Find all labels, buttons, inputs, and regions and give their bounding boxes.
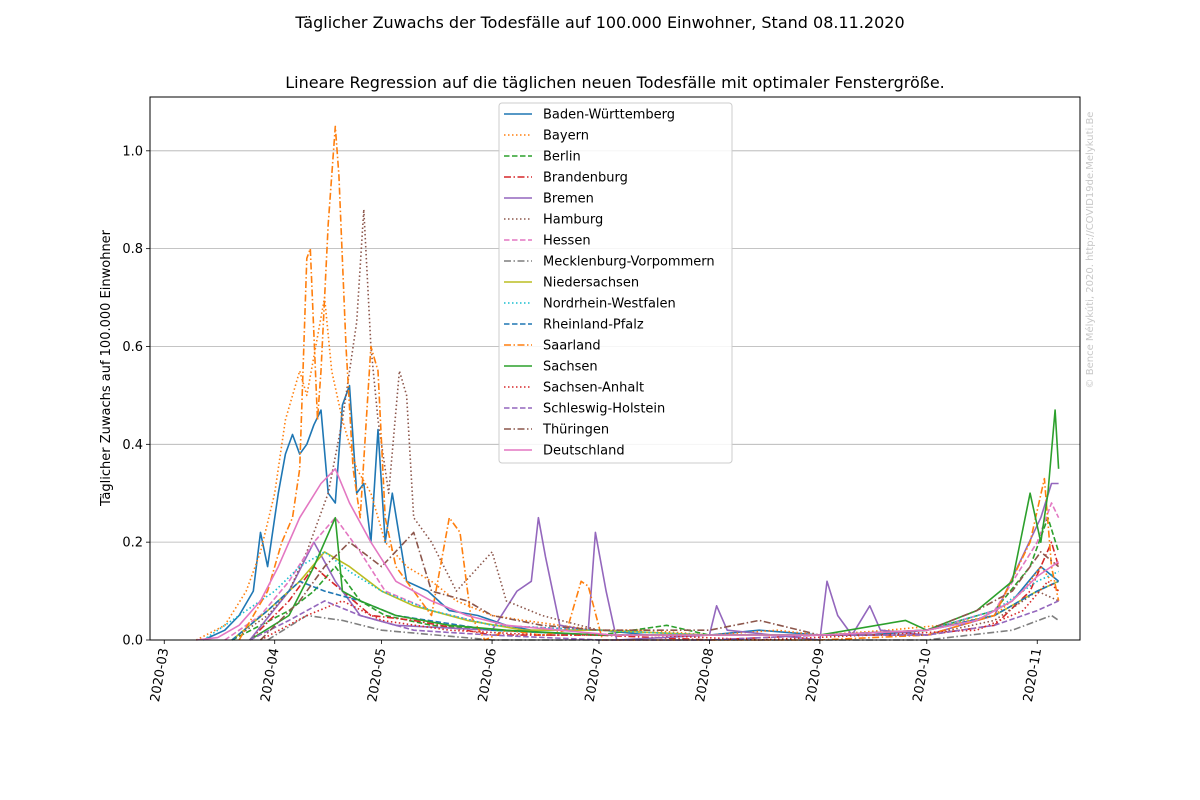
x-tick-label: 2020-09 <box>804 647 828 703</box>
x-tick-label: 2020-06 <box>476 647 500 703</box>
legend: Baden-Württemberg Bayern Berlin Brandenburg… <box>498 102 733 464</box>
x-axis: 2020-03 2020-04 2020-05 2020-06 2020-07 2020-… <box>148 640 1045 703</box>
series-line-13 <box>260 580 1060 641</box>
series-line-16 <box>196 467 1060 641</box>
y-axis: 0.0 0.2 0.4 0.6 0.8 1.0 <box>122 144 150 649</box>
watermark: © Bence Mélykúti, 2020. http://COVID19de… <box>1084 112 1096 389</box>
series-line-6 <box>224 502 1060 641</box>
legend-label-1: Bayern <box>543 129 589 144</box>
legend-label-8: Niedersachsen <box>543 276 639 291</box>
legend-label-3: Brandenburg <box>543 171 628 186</box>
legend-label-2: Berlin <box>543 150 581 165</box>
series-line-9 <box>202 551 1059 641</box>
y-tick-label: 0.6 <box>122 340 143 355</box>
y-tick-label: 0.4 <box>122 438 143 453</box>
series-line-0 <box>203 384 1060 641</box>
legend-label-0: Baden-Württemberg <box>543 108 675 123</box>
legend-label-14: Schleswig-Holstein <box>543 402 665 417</box>
series-line-15 <box>259 531 1060 641</box>
series-line-14 <box>249 600 1059 641</box>
plot-area <box>149 96 1081 641</box>
legend-label-5: Hamburg <box>543 213 603 228</box>
y-tick-label: 0.2 <box>122 536 143 551</box>
series-line-3 <box>249 541 1060 641</box>
chart-title: Lineare Regression auf die täglichen neu… <box>285 73 945 92</box>
y-axis-label: Täglicher Zuwachs auf 100.000 Einwohner <box>99 229 114 507</box>
legend-label-6: Hessen <box>543 234 591 249</box>
legend-label-15: Thüringen <box>542 423 609 438</box>
x-tick-label: 2020-08 <box>693 647 717 703</box>
legend-label-11: Saarland <box>543 339 601 354</box>
legend-label-13: Sachsen-Anhalt <box>543 381 644 396</box>
legend-label-9: Nordrhein-Westfalen <box>543 297 676 312</box>
y-tick-label: 0.0 <box>122 634 143 649</box>
y-tick-label: 0.8 <box>122 242 143 257</box>
legend-label-16: Deutschland <box>543 444 625 459</box>
chart-suptitle: Täglicher Zuwachs der Todesfälle auf 100… <box>294 13 904 32</box>
x-tick-label: 2020-11 <box>1021 647 1045 703</box>
x-tick-label: 2020-07 <box>583 647 607 703</box>
series-line-4 <box>249 482 1059 641</box>
x-tick-label: 2020-10 <box>911 647 935 703</box>
series-line-2 <box>231 516 1060 641</box>
x-tick-label: 2020-04 <box>258 647 282 703</box>
legend-label-4: Bremen <box>543 192 594 207</box>
legend-label-12: Sachsen <box>543 360 598 375</box>
legend-box <box>498 102 733 464</box>
y-tick-label: 1.0 <box>122 144 143 159</box>
series-line-1 <box>195 296 1060 641</box>
x-tick-label: 2020-03 <box>148 647 172 703</box>
legend-label-10: Rheinland-Pfalz <box>543 318 644 333</box>
x-tick-label: 2020-05 <box>365 647 389 703</box>
legend-label-7: Mecklenburg-Vorpommern <box>543 255 715 270</box>
